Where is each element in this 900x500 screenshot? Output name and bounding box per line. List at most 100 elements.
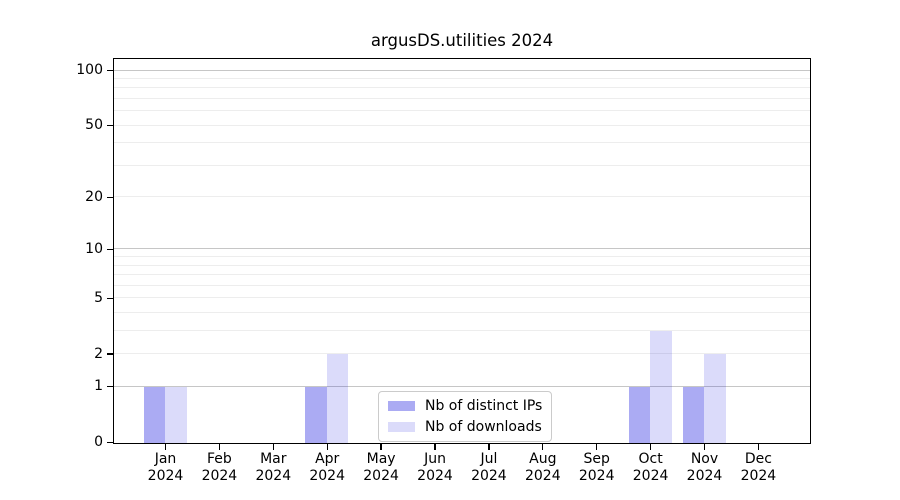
x-axis-tick: [434, 442, 436, 450]
y-axis-tick: [107, 441, 114, 444]
y-axis-tick: [107, 69, 114, 72]
x-axis-tick-label: Aug 2024: [511, 451, 575, 485]
gridline-minor: [114, 353, 810, 355]
x-axis-tick-label: Mar 2024: [241, 451, 305, 485]
y-axis-tick-label: 0: [94, 434, 103, 451]
x-axis-label-year: 2024: [417, 467, 453, 484]
x-axis-tick: [164, 442, 167, 450]
x-axis-tick: [649, 442, 652, 450]
x-axis-tick: [218, 442, 221, 450]
x-axis-tick-label: Sep 2024: [565, 451, 629, 485]
x-axis-label-month: Oct: [638, 450, 663, 467]
x-axis-label-month: Jan: [154, 450, 177, 467]
y-axis-tick: [107, 353, 114, 355]
x-axis-label-month: Aug: [529, 450, 557, 467]
y-axis-tick-label: 10: [85, 240, 103, 257]
x-axis-label-year: 2024: [578, 467, 615, 484]
y-axis-tick: [107, 248, 114, 250]
x-axis-label-year: 2024: [147, 467, 184, 484]
x-axis-label-year: 2024: [309, 467, 345, 484]
legend-swatch: [388, 401, 415, 411]
gridline-minor: [114, 87, 810, 89]
x-axis-label-year: 2024: [201, 467, 238, 484]
gridline-minor: [114, 297, 810, 299]
x-axis-label-month: Apr: [315, 450, 340, 467]
gridline-minor: [114, 264, 810, 266]
x-axis-tick-label: Jul 2024: [457, 451, 521, 485]
x-axis-label-month: Nov: [690, 450, 719, 467]
x-axis-label-month: Mar: [260, 450, 287, 467]
x-axis-label-year: 2024: [471, 467, 507, 484]
x-axis-tick-label: Oct 2024: [619, 451, 683, 485]
legend-swatch: [388, 422, 415, 432]
legend-item: Nb of distinct IPs: [388, 397, 542, 415]
gridline-minor: [114, 124, 810, 126]
gridline-minor: [114, 110, 810, 112]
gridline-minor: [114, 142, 810, 144]
legend: Nb of distinct IPs Nb of downloads: [378, 391, 553, 442]
x-axis-tick-label: Feb 2024: [187, 451, 251, 485]
gridline-minor: [114, 78, 810, 80]
x-axis-label-year: 2024: [632, 467, 669, 484]
chart-title: argusDS.utilities 2024: [370, 31, 554, 50]
gridline-major: [114, 385, 810, 387]
bar-distinct-ips: [143, 387, 166, 443]
x-axis-tick-label: Jun 2024: [403, 451, 467, 485]
y-axis-tick: [107, 124, 114, 127]
x-axis-label-month: Jul: [480, 450, 498, 467]
gridline-minor: [114, 164, 810, 166]
bar-distinct-ips: [628, 387, 651, 443]
bar-downloads: [704, 354, 726, 443]
x-axis-tick: [326, 442, 328, 450]
x-axis-label-month: May: [366, 450, 396, 467]
legend-label: Nb of downloads: [425, 419, 542, 435]
x-axis-label-month: Dec: [744, 450, 772, 467]
legend-item: Nb of downloads: [388, 418, 542, 436]
x-axis-tick: [488, 442, 490, 450]
bar-distinct-ips: [682, 387, 705, 443]
bar-downloads: [326, 354, 349, 443]
x-axis-tick: [757, 442, 760, 450]
x-axis-tick: [272, 442, 274, 450]
x-axis-label-year: 2024: [255, 467, 292, 484]
y-axis-tick-label: 1: [94, 378, 103, 395]
gridline-minor: [114, 98, 810, 100]
gridline-minor: [114, 274, 810, 276]
plot-area: [113, 58, 811, 444]
gridline-minor: [114, 284, 810, 286]
x-axis-label-year: 2024: [740, 467, 777, 484]
x-axis-tick: [380, 442, 382, 450]
gridline-minor: [114, 196, 810, 198]
bar-downloads: [650, 331, 672, 443]
x-axis-label-month: Jun: [424, 450, 446, 467]
x-axis-tick-label: Nov 2024: [673, 451, 737, 485]
y-axis-tick-label: 20: [85, 188, 103, 205]
legend-label: Nb of distinct IPs: [425, 398, 543, 414]
y-axis-tick-label: 50: [85, 117, 103, 134]
x-axis-tick-label: Apr 2024: [295, 451, 359, 485]
x-axis-label-year: 2024: [363, 467, 399, 484]
x-axis-tick: [596, 442, 598, 450]
x-axis-tick-label: May 2024: [349, 451, 413, 485]
x-axis-tick: [542, 442, 544, 450]
gridline-minor: [114, 256, 810, 258]
y-axis-tick-label: 5: [94, 289, 103, 306]
gridline-major: [114, 248, 810, 250]
y-axis-tick: [107, 386, 114, 388]
x-axis-label-year: 2024: [686, 467, 723, 484]
x-axis-tick-label: Dec 2024: [726, 451, 790, 485]
bar-distinct-ips: [305, 387, 327, 443]
x-axis-label-year: 2024: [524, 467, 561, 484]
x-axis-label-month: Feb: [206, 450, 232, 467]
gridline-minor: [114, 311, 810, 313]
x-axis-label-month: Sep: [583, 450, 610, 467]
gridline-major: [114, 69, 810, 71]
x-axis-tick: [703, 442, 706, 450]
gridline-minor: [114, 329, 810, 331]
y-axis-tick: [107, 196, 114, 198]
y-axis-tick: [107, 297, 114, 299]
bar-downloads: [165, 387, 187, 443]
y-axis-tick-label: 2: [94, 345, 103, 362]
x-axis-tick-label: Jan 2024: [134, 451, 198, 485]
